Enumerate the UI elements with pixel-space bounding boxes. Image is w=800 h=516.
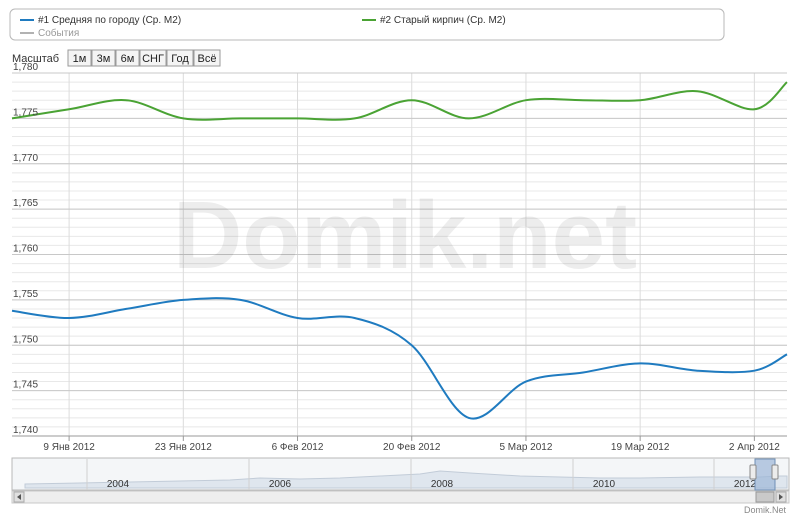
x-axis: 9 Янв 2012 23 Янв 2012 6 Фев 2012 20 Фев 20… [43, 436, 780, 453]
data-point-series-1[interactable] [181, 298, 185, 302]
zoom-button-label[interactable]: Год [171, 53, 189, 65]
zoom-button-label[interactable]: 1м [73, 53, 87, 65]
plot-area: Domik.net 1,740 1,745 1,750 1,755 1,760 1,765… [10, 62, 789, 453]
data-point-series-1[interactable] [10, 309, 14, 313]
zoom-buttons: 1м 3м 6м СНГ Год Всё [67, 49, 221, 67]
zoom-button-5[interactable]: Год [166, 49, 194, 67]
data-point-series-1[interactable] [695, 369, 699, 373]
x-tick-label: 23 Янв 2012 [155, 442, 212, 453]
navigator-year-label: 2008 [431, 479, 454, 490]
data-point-series-2[interactable] [638, 98, 642, 102]
legend-box [9, 8, 725, 41]
credit-label[interactable]: Domik.Net [744, 505, 787, 515]
data-point-series-2[interactable] [467, 116, 471, 120]
data-point-series-2[interactable] [124, 98, 128, 102]
y-tick-label: 1,750 [13, 334, 38, 345]
y-tick-label: 1,775 [13, 107, 38, 118]
y-tick-label: 1,780 [13, 62, 38, 73]
y-tick-label: 1,755 [13, 289, 38, 300]
navigator-right-handle[interactable] [771, 464, 779, 480]
data-point-series-1[interactable] [785, 352, 789, 356]
zoom-button-label[interactable]: СНГ [142, 53, 164, 65]
zoom-button-2[interactable]: 3м [91, 49, 116, 67]
data-point-series-2[interactable] [67, 107, 71, 111]
data-point-series-1[interactable] [124, 307, 128, 311]
scrollbar-track[interactable] [11, 490, 790, 504]
data-point-series-2[interactable] [695, 89, 699, 93]
legend-label-series-1[interactable]: #1 Средняя по городу (Ср. М2) [38, 15, 181, 26]
zoom-controls: Масштаб 1м 3м 6м СНГ Год Всё [12, 49, 221, 67]
data-point-series-2[interactable] [581, 98, 585, 102]
zoom-button-frame[interactable] [115, 49, 140, 67]
legend: #1 Средняя по городу (Ср. М2) #2 Старый … [9, 8, 725, 41]
data-point-series-2[interactable] [238, 116, 242, 120]
data-point-series-1[interactable] [581, 370, 585, 374]
data-point-series-1[interactable] [353, 316, 357, 320]
zoom-button-label[interactable]: Всё [198, 53, 217, 65]
navigator-year-label: 2004 [107, 479, 130, 490]
y-tick-label: 1,760 [13, 244, 38, 255]
data-point-series-1[interactable] [67, 316, 71, 320]
zoom-button-frame[interactable] [139, 49, 167, 67]
data-point-series-1[interactable] [524, 380, 528, 384]
data-point-series-2[interactable] [181, 116, 185, 120]
series-layer [10, 80, 789, 420]
chevron-left-icon [17, 494, 21, 500]
x-tick-label: 19 Мар 2012 [611, 442, 670, 453]
zoom-button-frame[interactable] [193, 49, 221, 67]
y-tick-label: 1,765 [13, 198, 38, 209]
y-tick-label: 1,770 [13, 153, 38, 164]
y-axis: 1,740 1,745 1,750 1,755 1,760 1,765 1,770 1,775… [13, 62, 38, 436]
zoom-button-label[interactable]: 6м [121, 53, 135, 65]
x-tick-label: 6 Фев 2012 [272, 442, 324, 453]
x-tick-label: 5 Мар 2012 [499, 442, 552, 453]
data-point-series-2[interactable] [524, 98, 528, 102]
zoom-button-3[interactable]: 6м [115, 49, 140, 67]
chevron-right-icon [779, 494, 783, 500]
scrollbar-thumb[interactable] [755, 491, 775, 503]
series-line-2[interactable] [11, 81, 788, 121]
zoom-label: Масштаб [12, 53, 59, 65]
data-point-series-1[interactable] [638, 361, 642, 365]
x-tick-label: 2 Апр 2012 [729, 442, 780, 453]
navigator-left-handle[interactable] [749, 464, 757, 480]
data-point-series-1[interactable] [296, 316, 300, 320]
zoom-button-frame[interactable] [91, 49, 116, 67]
navigator: 2004 2006 2008 2010 2012 [11, 457, 790, 504]
data-point-series-2[interactable] [296, 116, 300, 120]
y-tick-label: 1,740 [13, 425, 38, 436]
data-point-series-2[interactable] [752, 107, 756, 111]
navigator-year-label: 2012 [734, 479, 757, 490]
data-point-series-2[interactable] [785, 80, 789, 84]
navigator-year-labels: 2004 2006 2008 2010 2012 [86, 459, 757, 490]
legend-label-series-2[interactable]: #2 Старый кирпич (Ср. М2) [380, 15, 506, 26]
data-point-series-2[interactable] [353, 116, 357, 120]
data-point-series-2[interactable] [410, 98, 414, 102]
zoom-button-1[interactable]: 1м [67, 49, 92, 67]
x-tick-label: 20 Фев 2012 [383, 442, 441, 453]
zoom-button-frame[interactable] [166, 49, 194, 67]
y-tick-label: 1,745 [13, 380, 38, 391]
series-line-1[interactable] [11, 297, 788, 420]
zoom-button-frame[interactable] [67, 49, 92, 67]
data-point-series-1[interactable] [238, 298, 242, 302]
zoom-button-6[interactable]: Всё [193, 49, 221, 67]
data-point-series-1[interactable] [752, 369, 756, 373]
watermark: Domik.net [173, 182, 637, 289]
data-point-series-1[interactable] [467, 416, 471, 420]
navigator-year-label: 2006 [269, 479, 292, 490]
zoom-button-label[interactable]: 3м [97, 53, 111, 65]
zoom-button-4[interactable]: СНГ [139, 49, 167, 67]
navigator-year-label: 2010 [593, 479, 616, 490]
legend-label-events[interactable]: События [38, 27, 79, 39]
x-tick-label: 9 Янв 2012 [43, 442, 95, 453]
data-point-series-1[interactable] [410, 343, 414, 347]
